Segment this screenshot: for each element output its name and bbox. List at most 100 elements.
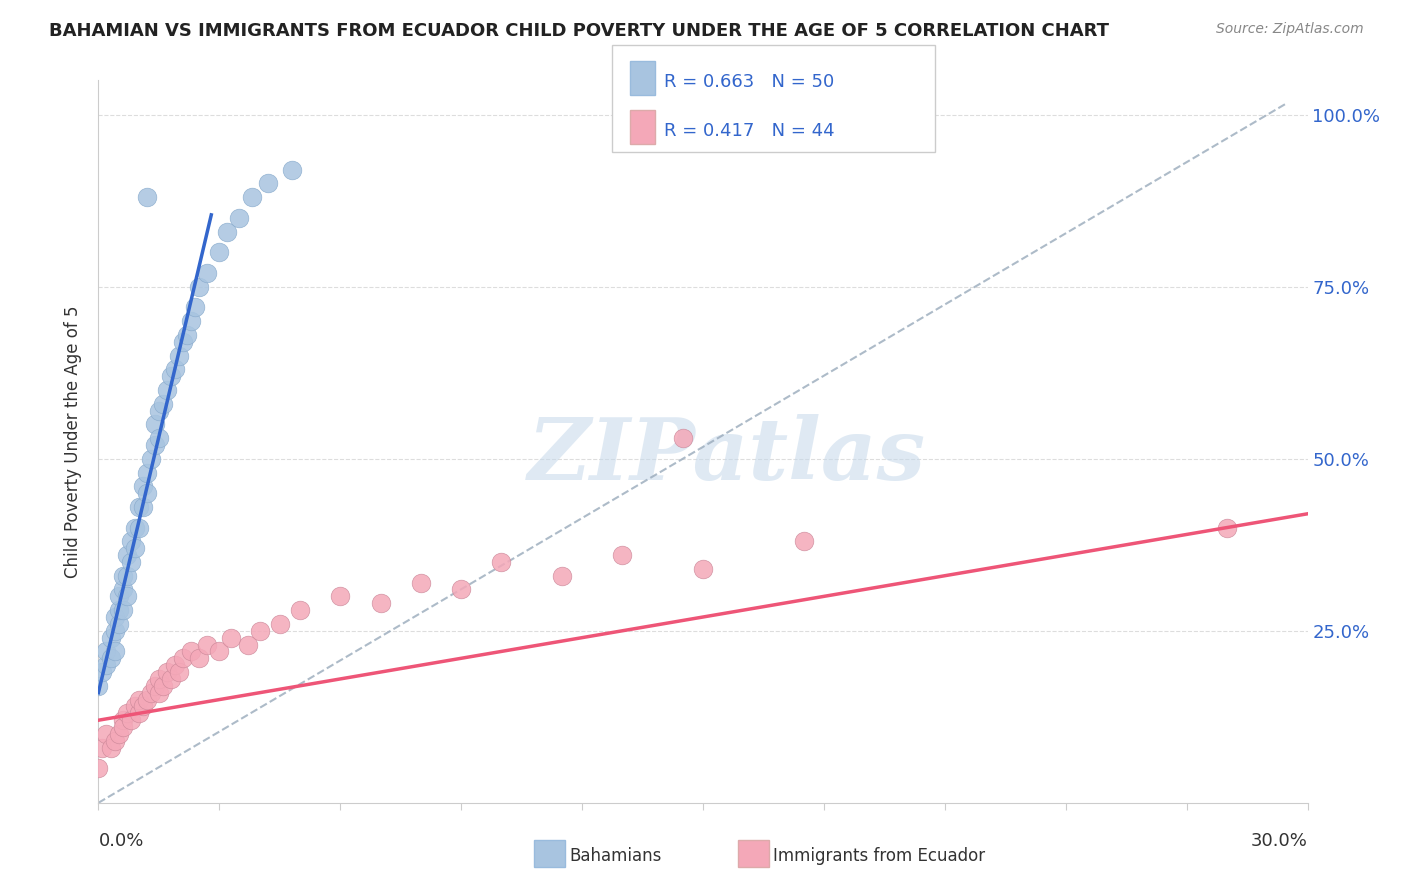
Point <box>143 417 166 432</box>
Point <box>139 451 162 466</box>
Point <box>152 679 174 693</box>
Point <box>172 334 194 349</box>
Point <box>195 638 218 652</box>
Point <box>132 500 155 514</box>
Point <box>208 644 231 658</box>
Point <box>269 616 291 631</box>
Point <box>96 644 118 658</box>
Point <box>120 555 142 569</box>
Text: Bahamians: Bahamians <box>569 847 662 865</box>
Point <box>491 555 513 569</box>
Point <box>143 438 166 452</box>
Point <box>111 603 134 617</box>
Point <box>188 279 211 293</box>
Point <box>132 479 155 493</box>
Point <box>221 631 243 645</box>
Point <box>450 582 472 597</box>
Point <box>152 397 174 411</box>
Point <box>208 245 231 260</box>
Point <box>370 596 392 610</box>
Point <box>1216 520 1239 534</box>
Point <box>96 658 118 673</box>
Point <box>176 327 198 342</box>
Point <box>107 603 129 617</box>
Point <box>132 699 155 714</box>
Point <box>91 740 114 755</box>
Point <box>195 266 218 280</box>
Point <box>281 162 304 177</box>
Point <box>107 590 129 604</box>
Point <box>128 706 150 721</box>
Point <box>163 658 186 673</box>
Text: Immigrants from Ecuador: Immigrants from Ecuador <box>773 847 986 865</box>
Point <box>115 568 138 582</box>
Text: ZIPatlas: ZIPatlas <box>529 414 927 498</box>
Point <box>188 651 211 665</box>
Point <box>172 651 194 665</box>
Point <box>228 211 250 225</box>
Point <box>180 644 202 658</box>
Text: R = 0.417   N = 44: R = 0.417 N = 44 <box>664 122 834 140</box>
Point <box>120 713 142 727</box>
Point <box>100 740 122 755</box>
Point <box>115 548 138 562</box>
Point <box>167 349 190 363</box>
Point <box>184 301 207 315</box>
Point <box>111 713 134 727</box>
Point <box>111 720 134 734</box>
Y-axis label: Child Poverty Under the Age of 5: Child Poverty Under the Age of 5 <box>65 305 83 578</box>
Point <box>107 616 129 631</box>
Point <box>103 624 125 638</box>
Point <box>156 665 179 679</box>
Point <box>111 568 134 582</box>
Point <box>156 383 179 397</box>
Point <box>329 590 352 604</box>
Point <box>100 651 122 665</box>
Point <box>217 225 239 239</box>
Point <box>103 644 125 658</box>
Point <box>111 582 134 597</box>
Point <box>612 548 634 562</box>
Point <box>103 610 125 624</box>
Point <box>143 679 166 693</box>
Point <box>240 190 263 204</box>
Point <box>163 362 186 376</box>
Point <box>139 686 162 700</box>
Point <box>128 500 150 514</box>
Point <box>148 686 170 700</box>
Point <box>551 568 574 582</box>
Point <box>256 177 278 191</box>
Point <box>135 486 157 500</box>
Point <box>160 672 183 686</box>
Point <box>100 631 122 645</box>
Point <box>96 727 118 741</box>
Point <box>249 624 271 638</box>
Text: R = 0.663   N = 50: R = 0.663 N = 50 <box>664 73 834 91</box>
Point <box>120 534 142 549</box>
Point <box>672 431 695 445</box>
Point <box>148 403 170 417</box>
Point <box>148 672 170 686</box>
Point <box>115 590 138 604</box>
Point <box>124 541 146 556</box>
Point <box>107 727 129 741</box>
Point <box>124 520 146 534</box>
Point <box>91 665 114 679</box>
Point <box>793 534 815 549</box>
Point <box>160 369 183 384</box>
Point <box>409 575 432 590</box>
Point <box>288 603 311 617</box>
Point <box>692 562 714 576</box>
Point <box>167 665 190 679</box>
Point <box>128 520 150 534</box>
Point <box>115 706 138 721</box>
Point <box>87 679 110 693</box>
Point <box>103 734 125 748</box>
Point <box>124 699 146 714</box>
Point <box>87 761 110 775</box>
Text: 30.0%: 30.0% <box>1251 831 1308 850</box>
Text: 0.0%: 0.0% <box>98 831 143 850</box>
Point <box>128 692 150 706</box>
Text: Source: ZipAtlas.com: Source: ZipAtlas.com <box>1216 22 1364 37</box>
Point <box>135 466 157 480</box>
